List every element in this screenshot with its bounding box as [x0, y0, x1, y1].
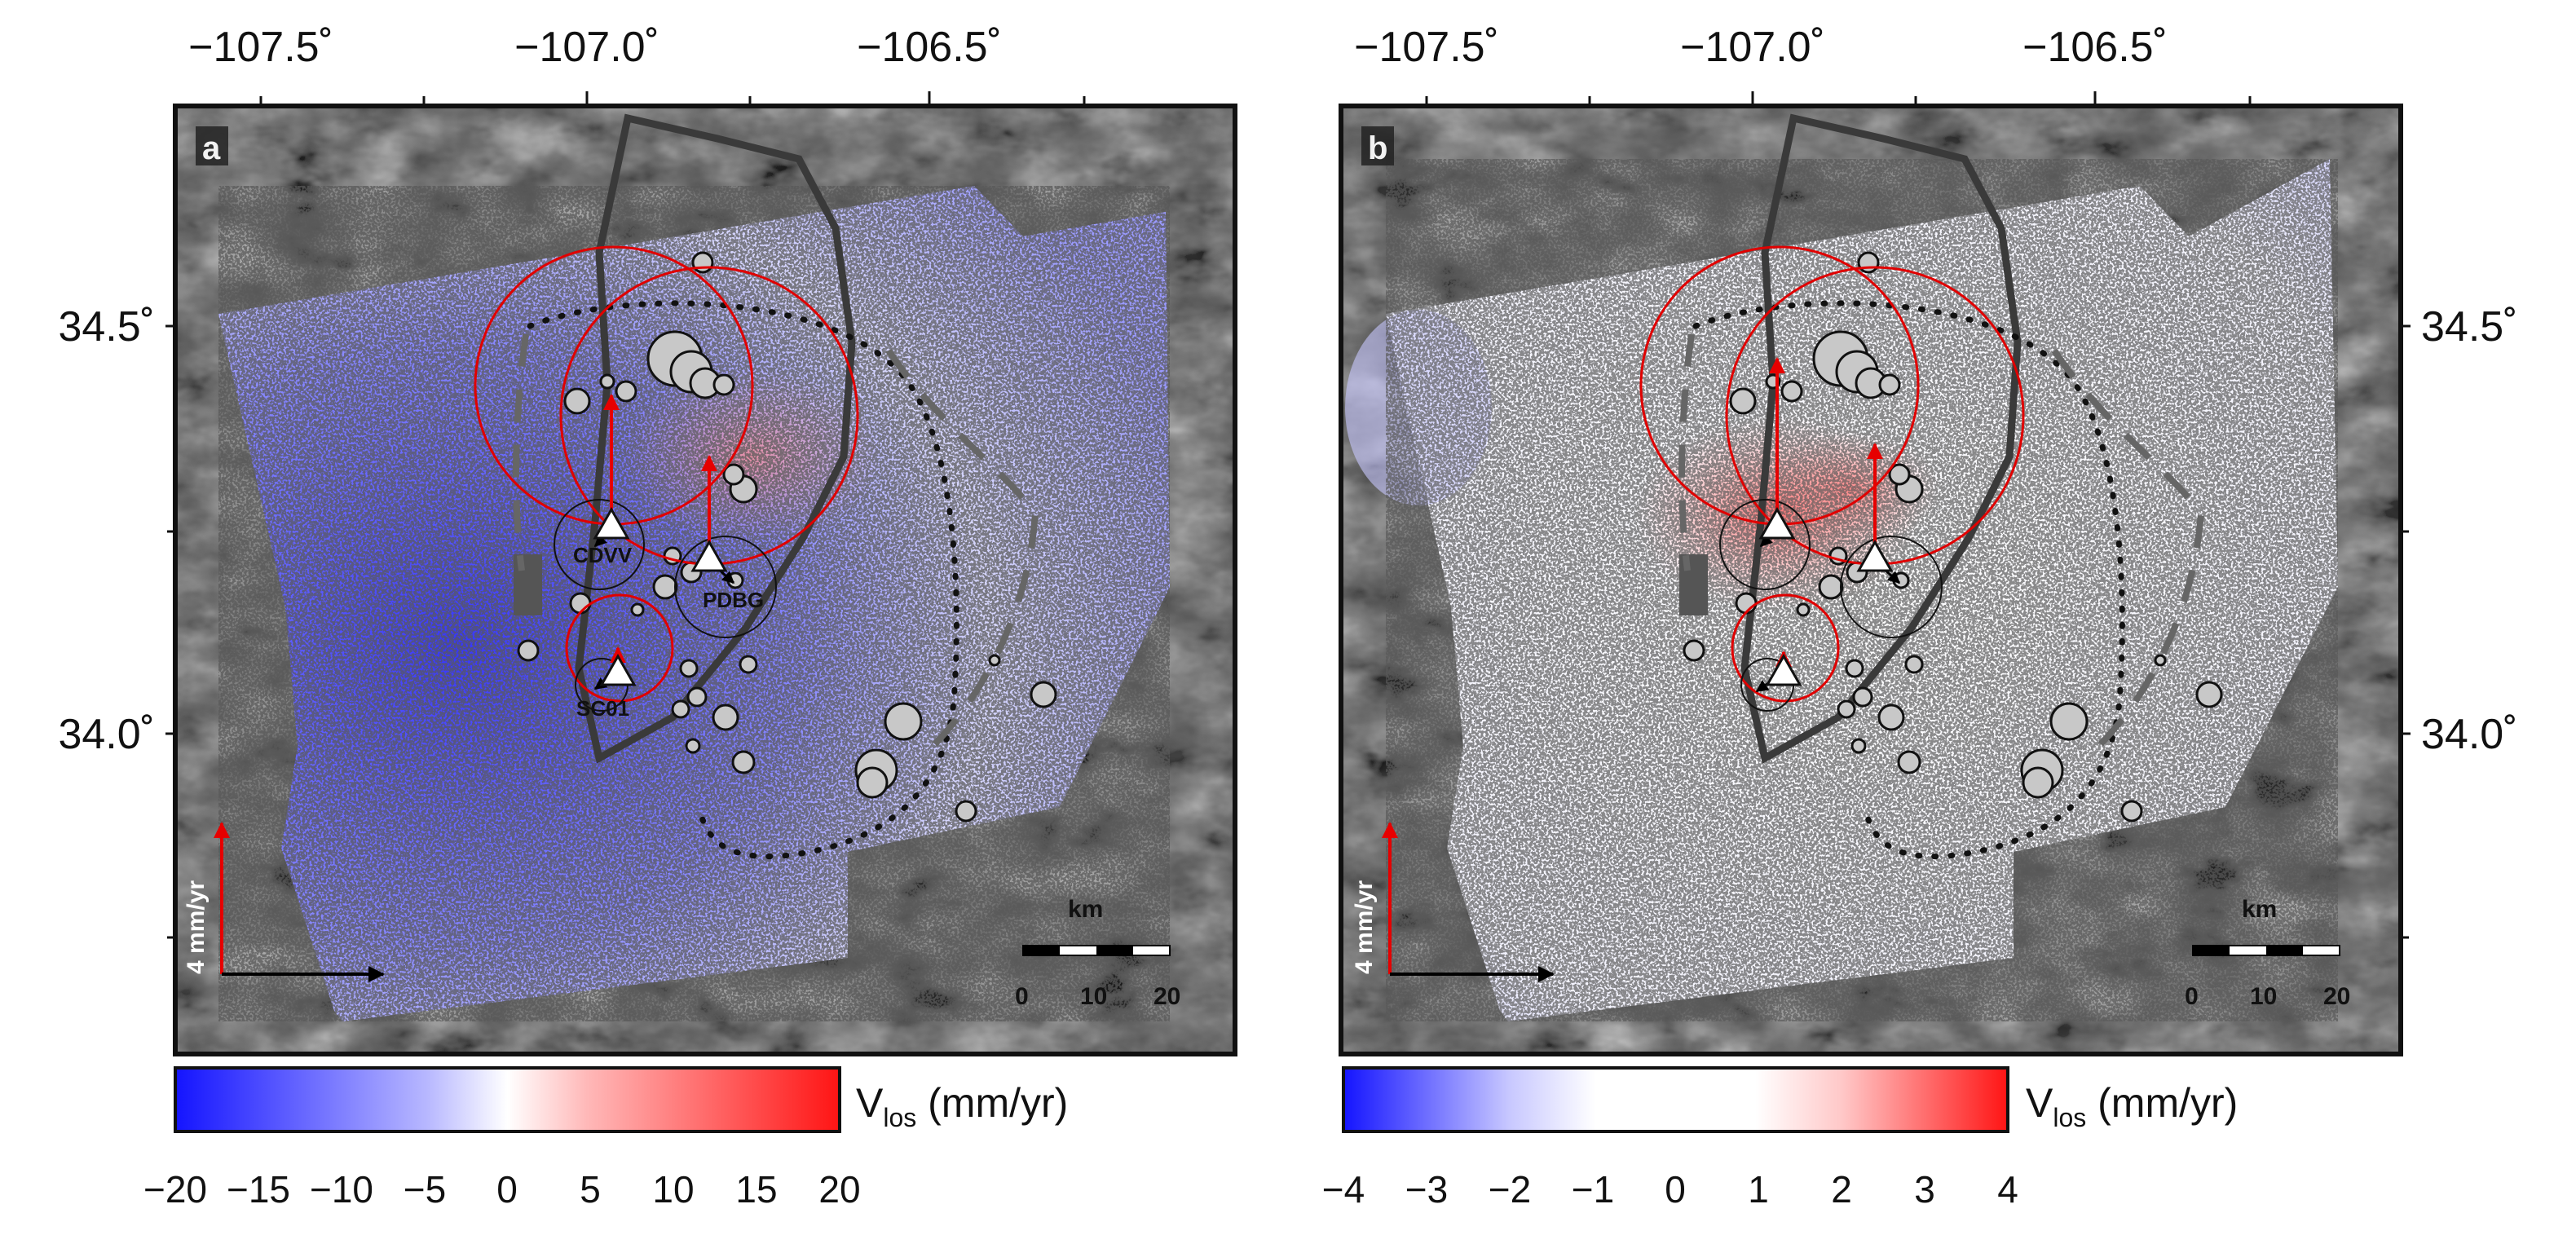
gps-stations-a [593, 506, 728, 686]
colorbar-ramp-a [174, 1066, 841, 1133]
dashed-outline [513, 333, 1039, 752]
cbar-b-tick-1: −3 [1405, 1168, 1448, 1211]
panel-b: b 4 mm/yr km 0 10 20 −107.5˚ −1 [1322, 24, 2518, 1211]
scale-tick-20: 20 [2323, 983, 2350, 1010]
dashed-outline [1678, 333, 2205, 752]
lat-ticks-b: 34.5˚ 34.0˚ [2421, 303, 2518, 758]
lon-ticks-b: −107.5˚ −107.0˚ −106.5˚ [1354, 24, 2168, 71]
legend-arrow-label: 4 mm/yr [183, 880, 210, 974]
cbar-a-tick-7: 15 [735, 1168, 777, 1211]
panel-label-bg [196, 126, 228, 165]
cbar-a-tick-8: 20 [818, 1168, 860, 1211]
lat-tick-a-1: 34.0˚ [58, 711, 155, 758]
lon-tick-a-1: −107.0˚ [514, 24, 659, 71]
colorbar-label-a: Vlos (mm/yr) [856, 1080, 1068, 1132]
cbar-b-tick-8: 4 [1997, 1168, 2018, 1211]
lat-tick-a-0: 34.5˚ [58, 303, 155, 351]
map-frame-b [1339, 104, 2403, 1056]
cbar-b-tick-6: 2 [1831, 1168, 1852, 1211]
lat-ticks-a: 34.5˚ 34.0˚ [58, 303, 155, 758]
cbar-b-tick-0: −4 [1322, 1168, 1365, 1211]
colorbar-ramp-b [1342, 1066, 2009, 1133]
lon-tick-a-0: −107.5˚ [188, 24, 333, 71]
cbar-a-tick-4: 0 [496, 1168, 518, 1211]
decorrelation-speckle [218, 186, 1170, 1021]
scale-bar-a: km 0 10 20 [1015, 896, 1180, 1010]
lon-tick-a-2: −106.5˚ [857, 24, 1002, 71]
colorbar-b: −4 −3 −2 −1 0 1 2 3 4 Vlos (mm/yr) [1322, 1066, 2238, 1211]
lon-tick-b-2: −106.5˚ [2022, 24, 2168, 71]
decorrelation-speckle [1386, 159, 2338, 1021]
lon-ticks-a: −107.5˚ −107.0˚ −106.5˚ [188, 24, 1002, 71]
cbar-b-tick-7: 3 [1914, 1168, 1935, 1211]
gps-stations-b [1758, 506, 1894, 686]
station-label-cdvv: CDVV [573, 543, 633, 567]
magma-body-outline [1740, 113, 2022, 764]
scale-tick-0: 0 [2185, 983, 2199, 1010]
dotted-outline [527, 300, 959, 860]
scale-tick-10: 10 [1080, 983, 1107, 1010]
panel-label-b: b [1368, 130, 1387, 166]
scale-tick-10: 10 [2250, 983, 2277, 1010]
cbar-b-tick-2: −2 [1489, 1168, 1531, 1211]
scale-tick-20: 20 [1153, 983, 1180, 1010]
lon-tick-b-1: −107.0˚ [1680, 24, 1825, 71]
cbar-a-tick-1: −15 [227, 1168, 290, 1211]
cbar-a-tick-2: −10 [310, 1168, 373, 1211]
cbar-a-tick-0: −20 [143, 1168, 207, 1211]
scale-bar-unit: km [2242, 896, 2277, 923]
lat-tick-b-1: 34.0˚ [2421, 711, 2518, 758]
cbar-b-tick-3: −1 [1572, 1168, 1614, 1211]
colorbar-label-b: Vlos (mm/yr) [2026, 1080, 2238, 1132]
colorbar-a: −20 −15 −10 −5 0 5 10 15 20 Vlos (mm/yr) [143, 1066, 1068, 1211]
station-label-sc01: SC01 [576, 696, 629, 721]
scale-bar-unit: km [1068, 896, 1103, 923]
station-labels-a: CDVV PDBG SC01 [573, 543, 764, 721]
lat-tick-b-0: 34.5˚ [2421, 303, 2518, 351]
panel-a: CDVV PDBG SC01 a 4 mm/yr km 0 10 20 [58, 24, 1237, 1211]
horizontal-uncertainty-b [1719, 499, 1943, 712]
cbar-b-tick-5: 1 [1748, 1168, 1769, 1211]
scale-bar-b: km 0 10 20 [2185, 896, 2350, 1010]
scale-tick-0: 0 [1015, 983, 1029, 1010]
colorbar-ticks-a: −20 −15 −10 −5 0 5 10 15 20 [143, 1168, 861, 1211]
colorbar-ticks-b: −4 −3 −2 −1 0 1 2 3 4 [1322, 1168, 2018, 1211]
axis-ticks-b [1425, 91, 2411, 939]
cbar-a-tick-6: 10 [652, 1168, 694, 1211]
map-frame-a [173, 104, 1237, 1056]
axis-ticks-a [165, 91, 1086, 939]
cbar-b-tick-4: 0 [1665, 1168, 1686, 1211]
dotted-outline [1692, 300, 2125, 860]
cbar-a-tick-5: 5 [580, 1168, 601, 1211]
panel-label-bg [1361, 126, 1394, 165]
magma-body-outline [575, 113, 856, 764]
station-label-pdbg: PDBG [703, 588, 764, 612]
panel-label-a: a [202, 130, 221, 166]
earthquakes-b [1683, 251, 2223, 823]
lon-tick-b-0: −107.5˚ [1354, 24, 1499, 71]
cbar-a-tick-3: −5 [404, 1168, 446, 1211]
legend-arrow-label: 4 mm/yr [1351, 880, 1378, 974]
earthquakes-a [517, 251, 1057, 823]
